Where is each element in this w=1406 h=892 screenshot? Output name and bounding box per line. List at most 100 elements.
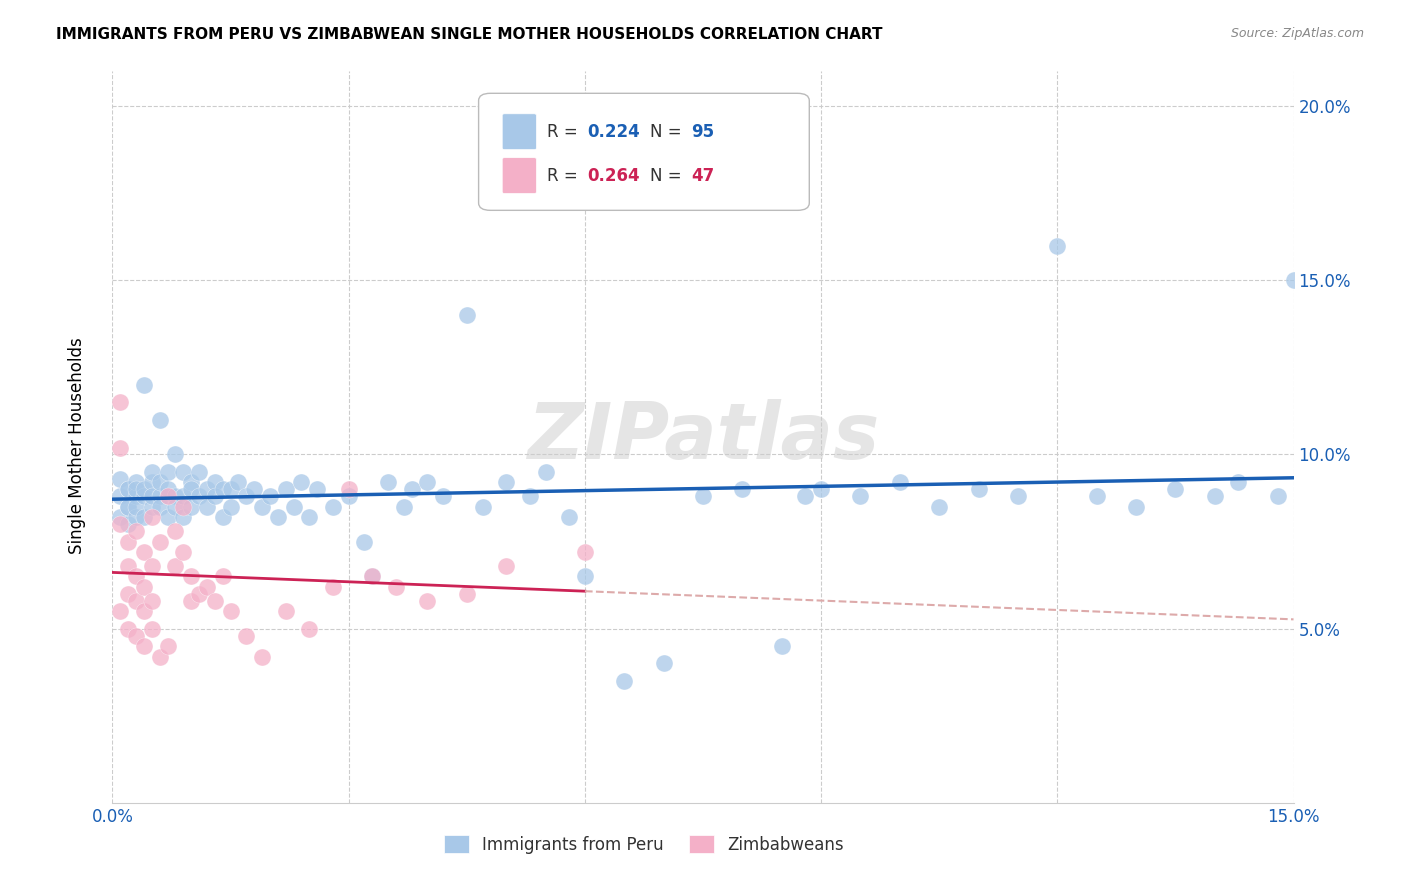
Point [195,500,218,514]
Point [211,569,233,583]
Point [132,604,155,618]
Point [180,475,202,490]
Point [1125,500,1147,514]
Point [1046,238,1069,252]
Point [692,489,714,503]
Point [204,489,226,503]
Point [1227,475,1250,490]
Point [172,545,194,559]
Point [188,489,211,503]
Point [110,441,132,455]
Point [1204,489,1226,503]
Point [1267,489,1289,503]
Point [110,510,132,524]
Point [110,489,132,503]
Point [125,524,148,538]
Point [298,510,321,524]
Text: N =: N = [650,123,686,141]
Point [172,489,194,503]
Legend: Immigrants from Peru, Zimbabweans: Immigrants from Peru, Zimbabweans [437,829,851,860]
Point [125,489,148,503]
Point [967,483,990,497]
Point [290,475,312,490]
Point [125,510,148,524]
Point [149,412,172,426]
Point [141,465,163,479]
Point [495,475,517,490]
Point [195,483,218,497]
Point [456,587,478,601]
Point [125,475,148,490]
Text: N =: N = [650,167,686,185]
Text: Single Mother Households: Single Mother Households [69,338,86,554]
Point [172,500,194,514]
Point [149,500,172,514]
Point [117,500,139,514]
Point [385,580,408,594]
Point [219,483,242,497]
Point [110,517,132,532]
Point [274,483,297,497]
Point [117,517,139,532]
Text: 0.264: 0.264 [588,167,640,185]
Point [731,483,754,497]
Point [132,580,155,594]
Point [117,534,139,549]
Point [928,500,950,514]
Point [250,649,273,664]
Point [401,483,423,497]
Point [1085,489,1108,503]
Point [416,594,439,608]
Point [156,483,179,497]
Point [156,510,179,524]
Point [432,489,454,503]
Point [1007,489,1029,503]
Point [307,483,329,497]
Point [180,483,202,497]
Point [117,587,139,601]
Point [770,639,793,653]
Point [337,489,360,503]
Point [574,545,596,559]
Point [149,649,172,664]
Point [141,489,163,503]
Point [416,475,439,490]
Point [165,489,187,503]
Text: 47: 47 [692,167,714,185]
Point [125,483,148,497]
Point [132,483,155,497]
Point [141,475,163,490]
Point [456,308,478,322]
Text: IMMIGRANTS FROM PERU VS ZIMBABWEAN SINGLE MOTHER HOUSEHOLDS CORRELATION CHART: IMMIGRANTS FROM PERU VS ZIMBABWEAN SINGL… [56,27,883,42]
Point [156,639,179,653]
Point [392,500,415,514]
Point [141,622,163,636]
Text: Source: ZipAtlas.com: Source: ZipAtlas.com [1230,27,1364,40]
Point [125,569,148,583]
Point [188,587,211,601]
Text: R =: R = [547,123,583,141]
Point [110,395,132,409]
Point [204,594,226,608]
Point [361,569,384,583]
Point [298,622,321,636]
Point [228,475,250,490]
Point [132,489,155,503]
Point [211,510,233,524]
Text: 0.224: 0.224 [588,123,640,141]
Point [132,545,155,559]
Text: ZIPatlas: ZIPatlas [527,399,879,475]
Point [534,465,557,479]
Point [117,500,139,514]
Point [156,489,179,503]
Point [141,558,163,573]
Point [117,622,139,636]
Point [219,500,242,514]
Point [188,465,211,479]
Point [165,524,187,538]
Point [652,657,675,671]
Point [235,629,257,643]
Point [180,500,202,514]
Point [125,594,148,608]
Point [377,475,399,490]
